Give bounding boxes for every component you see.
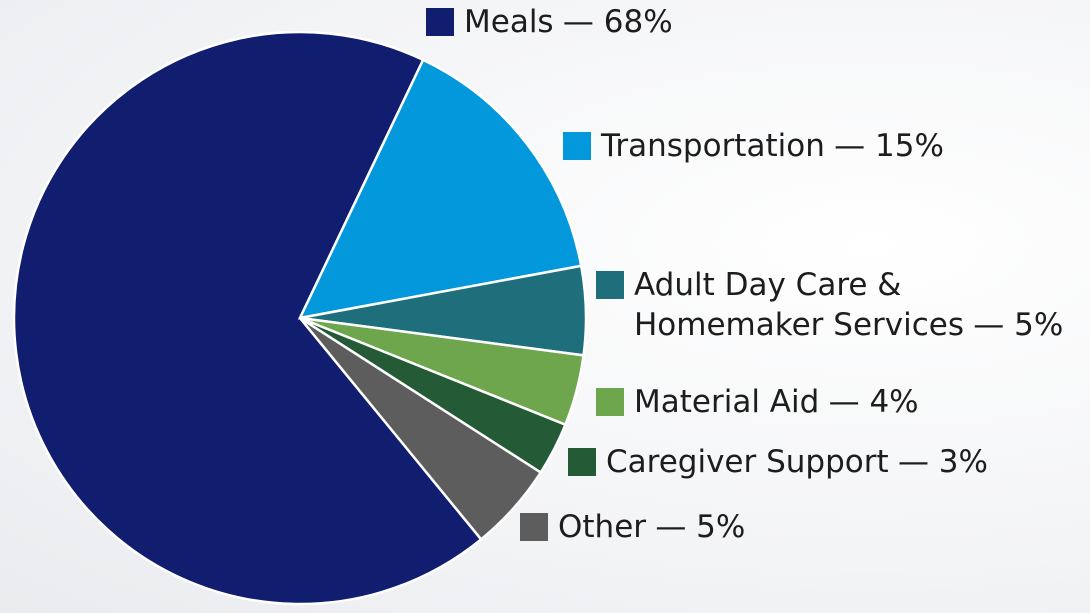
value-label: — 5% — [655, 509, 746, 545]
legend-text: Other — 5% — [558, 507, 745, 547]
pie-slice — [12, 30, 483, 606]
legend-entry: Caregiver Support — 3% — [568, 442, 988, 482]
value-label: — 68% — [562, 4, 673, 40]
legend-label: Meals — [464, 4, 554, 40]
legend-swatch — [520, 513, 548, 541]
value-label: — 3% — [897, 444, 988, 480]
legend-swatch — [596, 388, 624, 416]
legend-label: Transportation — [601, 128, 825, 164]
legend-label: Caregiver Support — [606, 444, 889, 480]
legend-entry: Transportation — 15% — [563, 126, 944, 166]
legend-label: Other — [558, 509, 647, 545]
pie-slice — [299, 316, 543, 542]
legend-swatch — [426, 8, 454, 36]
legend-entry: Meals — 68% — [426, 2, 673, 42]
legend-swatch — [568, 448, 596, 476]
pie-slice — [297, 58, 583, 320]
value-label: — 5% — [973, 307, 1064, 343]
legend-text: Caregiver Support — 3% — [606, 442, 988, 482]
legend-swatch — [563, 132, 591, 160]
legend-entry: Other — 5% — [520, 507, 745, 547]
legend-text: Material Aid — 4% — [634, 382, 919, 422]
legend-text: Adult Day Care & Homemaker Services — 5% — [634, 265, 1090, 345]
legend-entry: Adult Day Care & Homemaker Services — 5% — [596, 265, 1090, 345]
legend-swatch — [596, 271, 624, 299]
legend-text: Meals — 68% — [464, 2, 673, 42]
legend-text: Transportation — 15% — [601, 126, 944, 166]
legend-label: Adult Day Care & Homemaker Services — [634, 267, 964, 343]
legend-entry: Material Aid — 4% — [596, 382, 919, 422]
legend-label: Material Aid — [634, 384, 820, 420]
value-label: — 4% — [828, 384, 919, 420]
value-label: — 15% — [834, 128, 944, 164]
